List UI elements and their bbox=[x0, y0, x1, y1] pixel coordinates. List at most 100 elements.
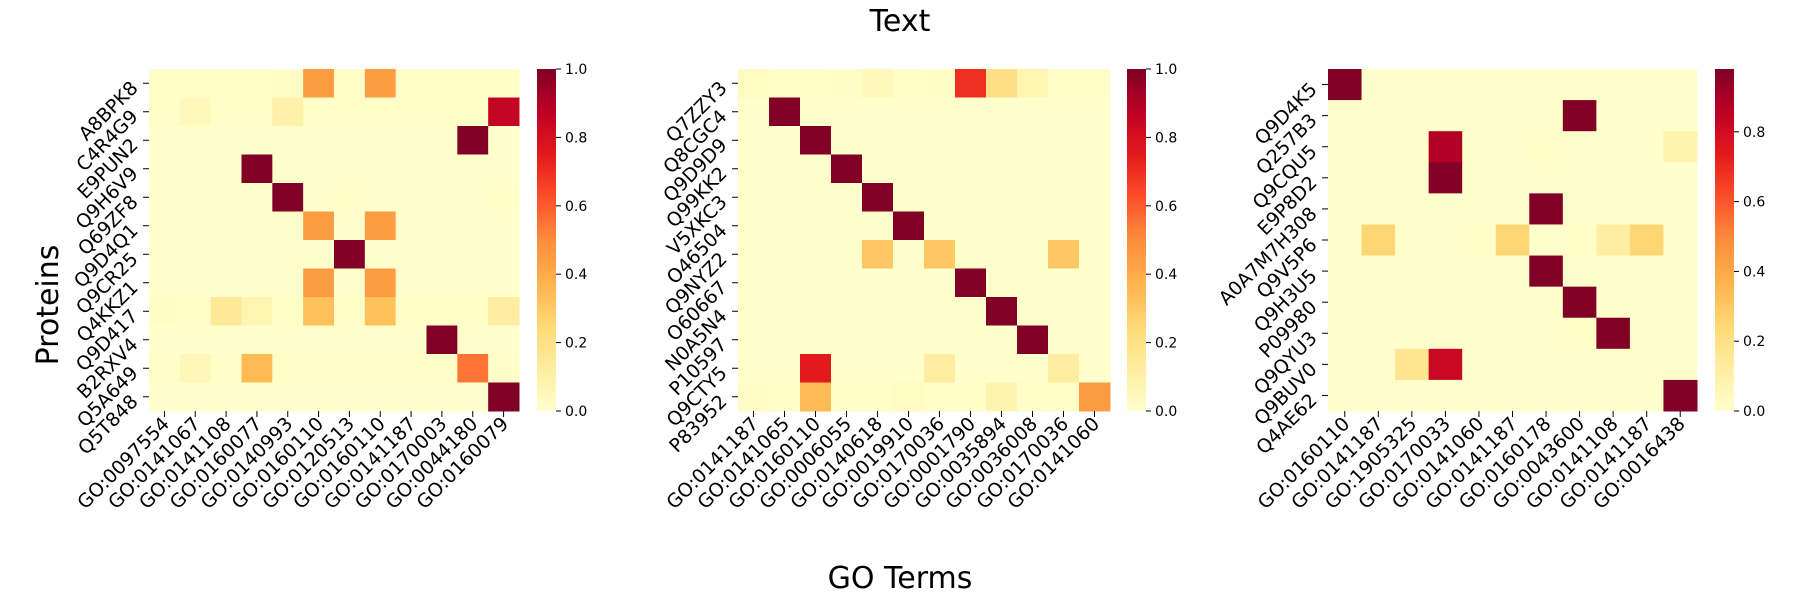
heatmap-cell bbox=[272, 240, 304, 269]
heatmap-cell bbox=[1428, 193, 1463, 225]
heatmap-cell bbox=[272, 382, 304, 412]
heatmap-cell bbox=[1596, 317, 1631, 350]
x-axis-label: GO Terms bbox=[828, 561, 973, 596]
heatmap-cell bbox=[1562, 162, 1597, 194]
heatmap-cell bbox=[272, 354, 304, 383]
heatmap-cell bbox=[986, 69, 1018, 98]
heatmap-cell bbox=[1462, 131, 1497, 163]
heatmap-cell bbox=[303, 240, 335, 269]
heatmap-cell bbox=[955, 69, 987, 98]
heatmap-cell bbox=[1462, 286, 1497, 319]
heatmap-cell bbox=[862, 297, 894, 326]
heatmap-cell bbox=[1361, 255, 1396, 288]
heatmap-cell bbox=[272, 126, 304, 155]
heatmap-cell bbox=[303, 325, 335, 355]
heatmap-cell bbox=[831, 297, 863, 326]
heatmap-cell bbox=[1428, 379, 1463, 412]
heatmap-cell bbox=[334, 126, 366, 155]
heatmap-cell bbox=[1562, 379, 1597, 412]
heatmap-cell bbox=[1495, 379, 1530, 412]
heatmap-cell bbox=[1663, 317, 1698, 350]
heatmap-cell bbox=[395, 126, 427, 155]
heatmap-cell bbox=[1495, 69, 1530, 101]
heatmap-cell bbox=[364, 154, 397, 184]
heatmap-cell bbox=[1079, 268, 1111, 298]
heatmap-cell bbox=[1017, 354, 1049, 383]
heatmap-cell bbox=[334, 183, 366, 212]
heatmap-cell bbox=[457, 325, 489, 355]
heatmap-cell bbox=[1629, 255, 1664, 288]
heatmap-cell bbox=[179, 69, 212, 98]
heatmap-cell bbox=[1663, 193, 1698, 225]
heatmap-cell bbox=[395, 97, 427, 127]
heatmap-cell bbox=[893, 97, 925, 127]
heatmap-cell bbox=[862, 268, 894, 298]
heatmap-cell bbox=[738, 268, 770, 298]
heatmap-cell bbox=[893, 297, 925, 326]
heatmap-cell bbox=[1529, 193, 1564, 225]
heatmap-cell bbox=[1361, 131, 1396, 163]
heatmap-cell bbox=[800, 240, 832, 269]
heatmap-cell bbox=[955, 211, 987, 241]
heatmap-cell bbox=[986, 325, 1018, 355]
heatmap-cell bbox=[1079, 354, 1111, 383]
heatmap-cell bbox=[426, 325, 458, 355]
heatmap-cell bbox=[1562, 348, 1597, 381]
heatmap-cell bbox=[924, 69, 956, 98]
heatmap-cell bbox=[426, 268, 458, 298]
heatmap-cell bbox=[1596, 224, 1631, 257]
heatmap-cell bbox=[1395, 286, 1430, 319]
heatmap-cell bbox=[1428, 348, 1463, 381]
heatmap-cell bbox=[924, 354, 956, 383]
heatmap-cell bbox=[1596, 348, 1631, 381]
heatmap-cell bbox=[1079, 297, 1111, 326]
heatmap-cell bbox=[303, 268, 335, 298]
heatmap-cell bbox=[738, 382, 770, 412]
heatmap-cell bbox=[831, 154, 863, 184]
heatmap-cell bbox=[488, 297, 520, 326]
heatmap-cell bbox=[831, 97, 863, 127]
colorbar-tick-label: 0.6 bbox=[565, 199, 587, 215]
heatmap-cell bbox=[955, 297, 987, 326]
heatmap-cell bbox=[893, 240, 925, 269]
heatmap-panel-1: A8BPK8C4R4G9E9PUN2Q9H6V9Q69ZF8Q9D4Q1Q9CR… bbox=[70, 62, 588, 514]
heatmap-cell bbox=[862, 69, 894, 98]
heatmap-cell bbox=[1017, 183, 1049, 212]
heatmap-cell bbox=[1017, 126, 1049, 155]
heatmap-cell bbox=[1048, 211, 1080, 241]
figure-title: Text bbox=[869, 4, 931, 39]
heatmap-cell bbox=[1462, 379, 1497, 412]
heatmap-cell bbox=[241, 382, 273, 412]
heatmap-cell bbox=[800, 354, 832, 383]
heatmap-cell bbox=[303, 183, 335, 212]
heatmap-cell bbox=[1079, 126, 1111, 155]
heatmap-cell bbox=[924, 183, 956, 212]
heatmap-cell bbox=[364, 126, 397, 155]
heatmap-cell bbox=[149, 240, 181, 269]
heatmap-cell bbox=[210, 97, 242, 127]
heatmap-cell bbox=[1328, 162, 1363, 194]
heatmap-cell bbox=[1428, 224, 1463, 257]
heatmap-cell bbox=[210, 354, 242, 383]
heatmap-cell bbox=[893, 183, 925, 212]
heatmap-cell bbox=[395, 382, 427, 412]
colorbar bbox=[1127, 69, 1146, 411]
heatmap-panel-2: Q7ZZY3Q8CGC4Q9D9D9Q99KK2V5XKC3O46504Q9NY… bbox=[659, 62, 1177, 514]
heatmap-cell bbox=[1629, 348, 1664, 381]
heatmap-cell bbox=[924, 268, 956, 298]
heatmap-cell bbox=[1562, 69, 1597, 101]
heatmap-cell bbox=[488, 154, 520, 184]
heatmap-cell bbox=[1663, 162, 1698, 194]
heatmap-cell bbox=[1328, 255, 1363, 288]
heatmap-cell bbox=[1361, 162, 1396, 194]
heatmap-cell bbox=[488, 69, 520, 98]
heatmap-cell bbox=[426, 126, 458, 155]
heatmap-cell bbox=[986, 354, 1018, 383]
heatmap-cell bbox=[893, 325, 925, 355]
heatmap-cell bbox=[955, 240, 987, 269]
heatmap-cell bbox=[800, 126, 832, 155]
heatmap-cell bbox=[364, 211, 397, 241]
heatmap-cell bbox=[1395, 131, 1430, 163]
heatmap-cell bbox=[179, 240, 212, 269]
heatmap-cell bbox=[395, 183, 427, 212]
